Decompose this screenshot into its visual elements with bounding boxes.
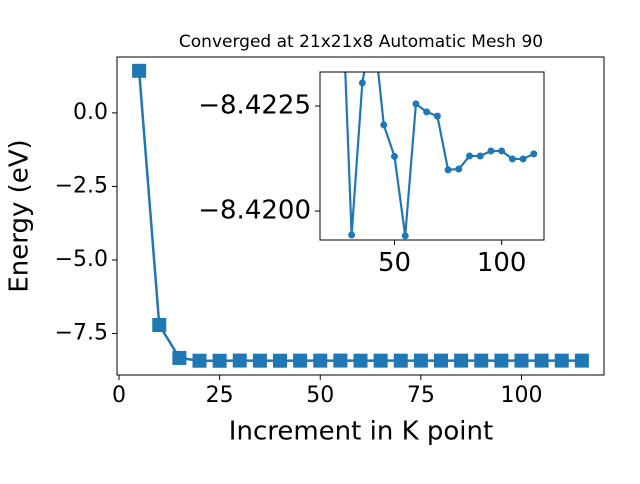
marker xyxy=(393,353,408,368)
marker xyxy=(413,353,428,368)
marker xyxy=(454,353,469,368)
marker xyxy=(433,353,448,368)
marker xyxy=(554,353,569,368)
marker xyxy=(498,147,506,155)
y-tick-label: −5.0 xyxy=(55,247,108,272)
marker xyxy=(353,353,368,368)
marker xyxy=(373,353,388,368)
marker xyxy=(514,353,529,368)
marker xyxy=(487,147,495,155)
axes-frame xyxy=(116,56,605,376)
marker xyxy=(444,166,452,174)
x-tick-label: 100 xyxy=(477,248,527,278)
marker xyxy=(474,353,489,368)
marker xyxy=(494,353,509,368)
chart-title: Converged at 21x21x8 Automatic Mesh 90 xyxy=(179,32,543,52)
x-tick-label: 25 xyxy=(206,383,234,408)
marker xyxy=(273,353,288,368)
marker xyxy=(132,63,147,78)
marker xyxy=(212,353,227,368)
marker xyxy=(232,353,247,368)
marker xyxy=(423,108,431,116)
y-axis-label: Energy (eV) xyxy=(5,139,35,292)
x-tick-label: 50 xyxy=(306,383,334,408)
marker xyxy=(348,231,356,239)
marker xyxy=(519,155,527,163)
x-tick-label: 75 xyxy=(407,383,435,408)
marker xyxy=(390,152,398,160)
marker xyxy=(508,155,516,163)
y-tick-label: −8.4225 xyxy=(198,91,311,121)
marker xyxy=(530,150,538,158)
marker xyxy=(455,165,463,173)
marker xyxy=(172,350,187,365)
y-tick-label: −8.4200 xyxy=(198,196,311,226)
y-tick-label: 0.0 xyxy=(73,100,108,125)
y-tick-label: −7.5 xyxy=(55,321,108,346)
marker xyxy=(476,152,484,160)
marker xyxy=(380,121,388,129)
axes-frame xyxy=(319,71,545,241)
marker xyxy=(412,100,420,108)
marker xyxy=(433,112,441,120)
x-tick-label: 50 xyxy=(378,248,411,278)
plot-layer xyxy=(344,72,538,240)
marker xyxy=(358,79,366,87)
marker xyxy=(534,353,549,368)
plot-layer xyxy=(132,63,589,368)
marker xyxy=(252,353,267,368)
marker xyxy=(313,353,328,368)
y-tick-label: −2.5 xyxy=(55,173,108,198)
marker xyxy=(192,353,207,368)
marker xyxy=(152,317,167,332)
x-tick-label: 0 xyxy=(112,383,126,408)
x-axis-label: Increment in K point xyxy=(229,417,493,447)
marker xyxy=(401,232,409,240)
marker xyxy=(293,353,308,368)
marker xyxy=(333,353,348,368)
marker xyxy=(574,353,589,368)
x-tick-label: 100 xyxy=(500,383,542,408)
marker xyxy=(466,152,474,160)
